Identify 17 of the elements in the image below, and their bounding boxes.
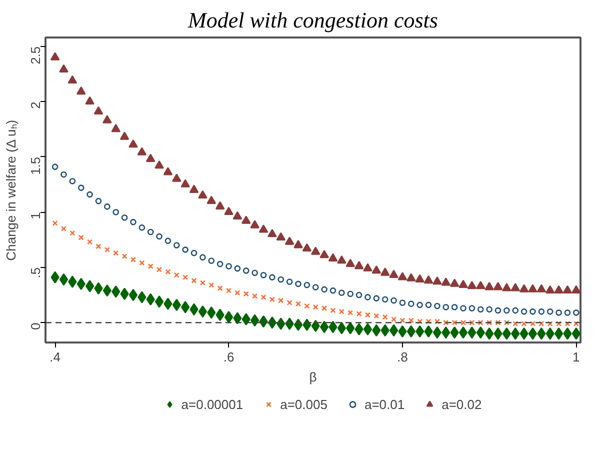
legend-label: a=0.01 [364,396,405,412]
y-axis-title: Change in welfare (Δ uₕ) [4,120,18,261]
legend-label: a=0.00001 [181,396,244,412]
legend-label: a=0.005 [280,396,328,412]
x-tick-label: .8 [397,350,408,364]
y-tick-label: 0 [28,322,43,330]
x-tick-label: 1 [572,350,580,364]
x-axis-title: β [309,370,317,384]
x-tick-label: .6 [223,350,234,364]
chart-title: Model with congestion costs [187,8,438,32]
y-tick-label: .5 [28,267,43,278]
legend-label: a=0.02 [442,396,482,412]
y-tick-label: 1.5 [28,156,43,175]
x-tick-label: .4 [50,350,60,364]
y-tick-label: 2.5 [28,46,43,64]
y-tick-label: 2 [28,102,43,109]
y-tick-label: 1 [28,212,43,220]
